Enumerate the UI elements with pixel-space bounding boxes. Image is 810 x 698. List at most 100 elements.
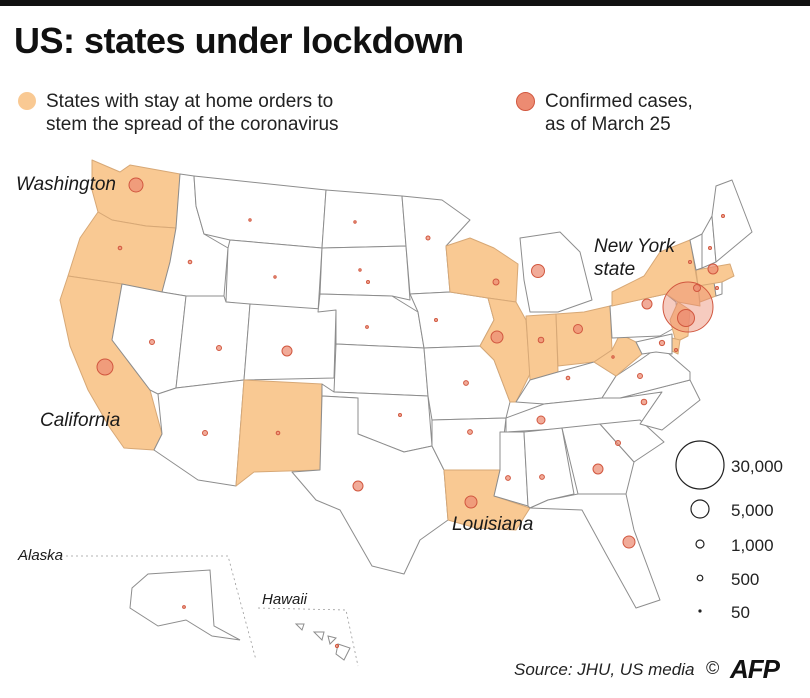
legend-cases-line1: Confirmed cases, [545, 91, 693, 112]
bubble-connecticut [693, 284, 701, 292]
state-virginia [601, 345, 691, 399]
bubble-michigan [531, 264, 545, 278]
copyright-icon: © [706, 658, 720, 678]
label-new-york-line1: New York [594, 236, 676, 257]
cases-swatch-icon [516, 92, 535, 111]
bubble-pennsylvania [641, 298, 653, 310]
state-hawaii-1 [294, 623, 305, 631]
state-wisconsin [445, 237, 519, 303]
bubble-alaska [182, 605, 186, 609]
top-rule [0, 0, 810, 6]
bubble-tennessee [536, 415, 546, 425]
bubble-utah [216, 345, 222, 351]
state-colorado [243, 303, 337, 381]
legend-lockdown: States with stay at home orders to stem … [18, 90, 339, 136]
bubble-maine [721, 214, 725, 218]
legend-lockdown-line2: stem the spread of the coronavirus [46, 114, 339, 135]
bubble-arizona [202, 430, 208, 436]
bubble-south-carolina [615, 440, 621, 446]
bubble-north-dakota [353, 220, 357, 224]
bubble-ohio [573, 324, 583, 334]
label-washington: Washington [16, 174, 116, 195]
size-legend-circle-5000 [690, 499, 710, 519]
bubble-south-dakota [358, 268, 362, 272]
size-legend-circle-30000 [675, 440, 725, 490]
bubble-texas [352, 480, 364, 492]
lockdown-swatch-icon [18, 92, 36, 110]
bubble-rhode-island [715, 286, 719, 290]
bubble-missouri [463, 380, 469, 386]
bubble-delaware [674, 348, 678, 352]
size-legend-label-5000: 5,000 [731, 501, 774, 520]
state-hawaii-2 [312, 631, 325, 641]
page-title: US: states under lockdown [14, 20, 464, 61]
bubble-illinois [490, 330, 504, 344]
bubble-idaho [187, 259, 193, 265]
state-alaska [129, 569, 241, 641]
bubble-new-mexico [275, 430, 281, 436]
place-labels: Washington California New York state Lou… [16, 174, 676, 608]
state-hawaii-3 [327, 635, 337, 645]
state-iowa [409, 291, 495, 349]
bubble-indiana [537, 336, 545, 344]
bubble-montana [248, 218, 252, 222]
legend-cases-line2: as of March 25 [545, 114, 671, 135]
state-north-dakota [321, 189, 407, 249]
bubble-new-jersey [677, 309, 695, 327]
state-montana [193, 175, 327, 249]
size-legend-label-30000: 30,000 [731, 457, 783, 476]
bubble-wyoming [273, 275, 277, 279]
source-note: Source: JHU, US media [514, 660, 695, 679]
state-arkansas [431, 417, 507, 471]
bubble-west-virginia [611, 355, 615, 359]
bubble-nevada [149, 339, 155, 345]
case-bubbles [96, 177, 725, 649]
size-legend-circle-500 [696, 574, 704, 582]
bubble-virginia [637, 373, 643, 379]
label-new-york-line2: state [594, 259, 635, 280]
bubble-kentucky [565, 375, 571, 381]
bubble-florida [622, 535, 636, 549]
state-mississippi [493, 431, 529, 507]
size-legend-label-50: 50 [731, 603, 750, 622]
state-maine [711, 179, 753, 263]
bubble-wisconsin [492, 278, 500, 286]
label-alaska: Alaska [17, 547, 63, 564]
bubble-vermont [688, 260, 692, 264]
state-maryland [635, 333, 673, 355]
state-michigan [519, 231, 593, 313]
afp-logo: AFP [730, 654, 780, 684]
label-california: California [40, 410, 120, 431]
state-illinois [479, 297, 531, 403]
state-texas [291, 395, 449, 575]
bubble-new-york [662, 281, 714, 333]
bubble-maryland [658, 339, 666, 347]
bubble-new-hampshire [708, 246, 712, 250]
legend-cases: Confirmed cases, as of March 25 [516, 90, 693, 136]
state-south-carolina [599, 419, 665, 463]
bubble-louisiana [464, 495, 478, 509]
bubble-hawaii [334, 643, 340, 649]
size-legend: 30,000 5,000 1,000 500 50 [675, 440, 783, 622]
size-legend-label-1000: 1,000 [731, 536, 774, 555]
bubble-minnesota [425, 235, 431, 241]
bubble-colorado [281, 345, 293, 357]
bubble-mississippi [505, 475, 511, 481]
label-louisiana: Louisiana [452, 514, 533, 535]
state-indiana [525, 313, 559, 381]
size-legend-circle-1000 [695, 539, 705, 549]
bubble-nebraska [365, 325, 369, 329]
bubble-arkansas [467, 429, 473, 435]
state-hawaii-4 [335, 643, 351, 661]
bubble-georgia [592, 463, 604, 475]
state-south-dakota [319, 245, 411, 301]
bubble-kansas [366, 280, 370, 284]
size-legend-label-500: 500 [731, 570, 759, 589]
state-utah [175, 295, 251, 389]
legend-lockdown-line1: States with stay at home orders to [46, 91, 334, 112]
label-hawaii: Hawaii [262, 591, 308, 608]
state-arizona [153, 379, 245, 487]
bubble-oklahoma [398, 413, 402, 417]
hawaii-inset [257, 607, 359, 667]
